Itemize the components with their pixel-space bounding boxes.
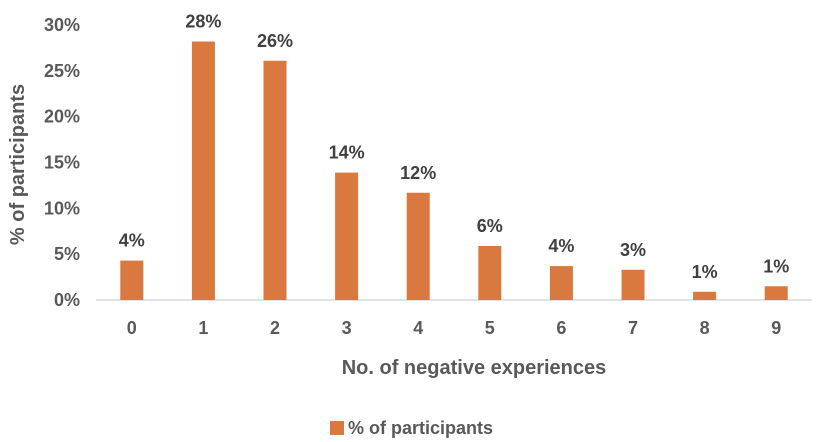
data-label: 12% [400, 163, 436, 183]
x-tick-label: 3 [342, 318, 352, 338]
y-tick-label: 20% [44, 107, 80, 127]
bar [693, 291, 717, 300]
data-label: 4% [548, 236, 574, 256]
data-label: 4% [119, 231, 145, 251]
bars [120, 41, 788, 300]
data-label: 1% [763, 256, 789, 276]
legend: % of participants [330, 418, 493, 438]
x-tick-label: 2 [270, 318, 280, 338]
y-tick-label: 5% [54, 244, 80, 264]
bar [120, 260, 144, 300]
data-label: 3% [620, 240, 646, 260]
bar [764, 286, 788, 300]
data-label: 26% [257, 31, 293, 51]
y-tick-label: 30% [44, 15, 80, 35]
bar [549, 266, 573, 300]
x-axis-title: No. of negative experiences [342, 357, 607, 379]
x-tick-label: 7 [628, 318, 638, 338]
data-label: 14% [329, 143, 365, 163]
x-tick-label: 1 [198, 318, 208, 338]
data-label: 1% [692, 262, 718, 282]
data-labels: 4% 28% 26% 14% 12% 6% 4% 3% 1% 1% [119, 12, 789, 282]
legend-swatch [330, 421, 344, 435]
y-tick-label: 25% [44, 61, 80, 81]
y-axis-title: % of participants [7, 84, 29, 245]
y-tick-label: 15% [44, 153, 80, 173]
bar [191, 41, 215, 300]
bar [335, 172, 359, 300]
data-label: 28% [185, 12, 221, 32]
x-tick-label: 5 [485, 318, 495, 338]
data-label: 6% [477, 216, 503, 236]
y-tick-label: 10% [44, 198, 80, 218]
y-tick-label: 0% [54, 290, 80, 310]
bar [621, 269, 645, 300]
legend-label: % of participants [348, 418, 493, 438]
x-axis-ticks: 0 1 2 3 4 5 6 7 8 9 [127, 318, 781, 338]
x-tick-label: 6 [556, 318, 566, 338]
x-tick-label: 4 [413, 318, 423, 338]
bar [478, 245, 502, 300]
y-axis-ticks: 0% 5% 10% 15% 20% 25% 30% [44, 15, 80, 310]
bar [406, 192, 430, 300]
x-tick-label: 8 [700, 318, 710, 338]
bar [263, 60, 287, 300]
x-tick-label: 9 [771, 318, 781, 338]
x-tick-label: 0 [127, 318, 137, 338]
